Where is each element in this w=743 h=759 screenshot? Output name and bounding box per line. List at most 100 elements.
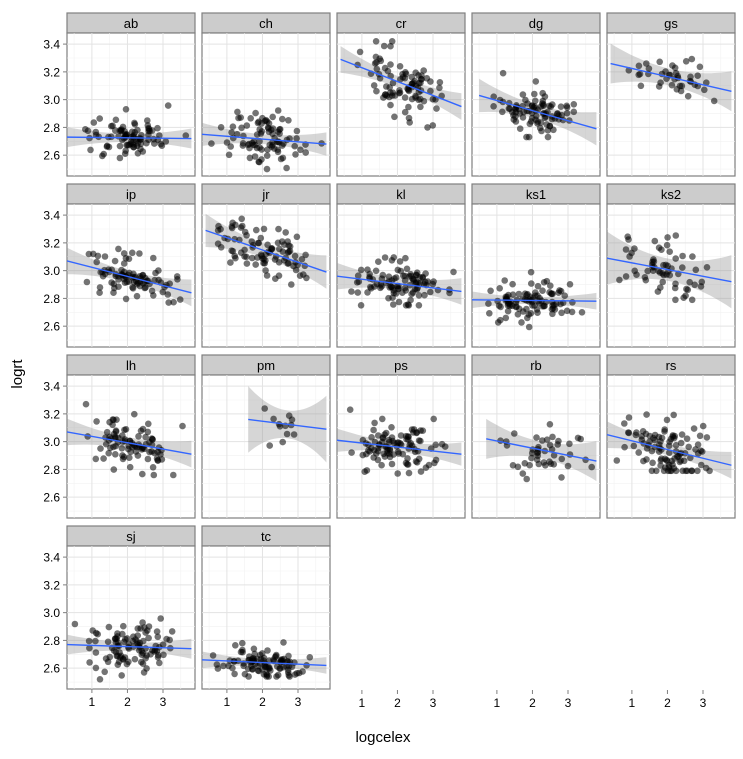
data-point [143,652,150,659]
data-point [145,420,152,428]
data-point [685,443,692,451]
data-point [630,442,638,450]
data-point [90,119,98,126]
data-point [625,236,632,243]
data-point [621,443,628,451]
data-point [217,124,225,131]
data-point [694,450,702,457]
data-point [697,283,705,290]
data-point [420,97,428,105]
data-point [533,112,540,120]
data-point [163,635,170,643]
data-point [106,418,113,426]
data-point [412,94,419,101]
data-point [402,254,409,262]
regression-line [202,659,327,667]
data-point [298,255,306,263]
data-point [145,634,152,642]
data-point [543,277,551,285]
data-point [228,223,236,230]
data-point [286,243,294,250]
y-tick-label: 3.4 [43,209,60,223]
data-point [159,641,167,648]
data-point [346,406,354,414]
strip-label: kl [396,187,406,202]
data-point [145,623,153,630]
data-point [137,145,144,153]
data-point [164,291,172,298]
data-point [663,456,670,464]
data-point [669,62,676,69]
data-point [450,268,457,276]
data-point [683,435,691,443]
data-point [370,82,378,89]
data-point [364,289,371,296]
data-point [149,436,156,443]
data-point [290,431,298,438]
data-point [622,273,630,280]
data-point [151,140,158,147]
data-point [122,295,130,303]
data-point [544,133,552,141]
x-tick-label: 2 [529,696,536,710]
data-point [650,434,657,442]
data-point [687,73,694,81]
data-point [259,114,266,122]
data-point [122,106,130,113]
panel-kl: kl [336,183,466,348]
data-point [247,115,254,122]
data-point [694,72,701,79]
data-point [356,48,364,56]
data-point [509,280,516,288]
data-point [684,92,692,100]
data-point [538,127,545,135]
data-point [519,470,527,477]
data-point [302,251,309,259]
panel-pm: pm [201,354,331,519]
y-tick-label: 3.0 [43,93,60,107]
data-point [100,455,107,462]
data-point [251,141,259,149]
data-point [650,256,657,263]
data-point [516,125,524,132]
regression-line [337,439,462,455]
data-point [285,412,293,420]
data-point [643,456,650,463]
data-point [638,433,645,440]
data-point [157,615,164,622]
data-point [276,126,283,133]
data-point [118,445,126,452]
data-point [415,292,423,299]
data-point [235,114,242,122]
data-point [384,450,391,457]
data-point [415,302,423,309]
y-tick-label: 2.6 [43,149,60,163]
strip-label: ks2 [661,187,681,202]
data-point [124,141,131,149]
data-point [71,620,79,628]
data-point [525,323,533,331]
data-point [225,151,233,159]
strip-label: ks1 [526,187,546,202]
data-point [105,623,113,631]
data-point [357,266,365,274]
data-point [486,310,493,317]
data-point [134,126,141,134]
y-tick-label: 2.8 [43,634,60,648]
y-tick-label: 3.2 [43,578,60,592]
data-point [690,425,698,432]
data-point [266,141,274,149]
data-point [570,101,578,108]
data-point [166,280,173,288]
data-point [546,102,553,110]
data-point [263,673,271,680]
panel-background [471,203,601,348]
data-point [672,467,680,475]
data-point [154,633,162,641]
data-point [414,279,422,286]
data-point [264,647,271,654]
data-point [636,70,644,78]
data-point [417,468,425,475]
panel-background [201,374,331,519]
panel-plot-area [337,204,465,347]
